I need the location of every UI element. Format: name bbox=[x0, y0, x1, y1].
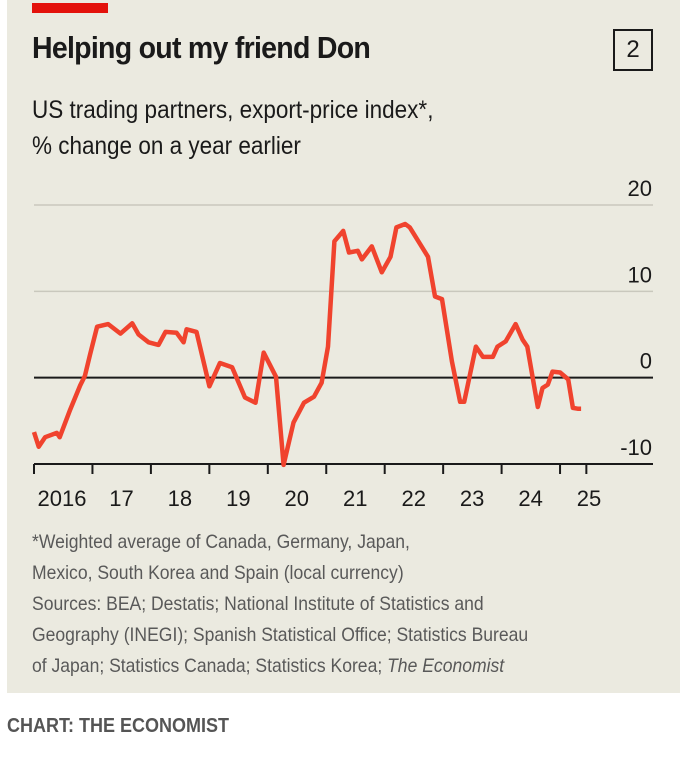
sources-economist: The Economist bbox=[387, 655, 505, 677]
x-tick-label: 22 bbox=[401, 486, 425, 511]
x-tick-label: 19 bbox=[226, 486, 250, 511]
chart-number-badge: 2 bbox=[613, 29, 653, 71]
x-tick-label: 2016 bbox=[38, 486, 87, 511]
x-tick-label: 25 bbox=[577, 486, 601, 511]
x-tick-label: 18 bbox=[168, 486, 192, 511]
line-chart: 20 10 0 -10 2016 17 18 19 20 21 22 23 24 25 bbox=[31, 176, 653, 511]
x-tick-label: 24 bbox=[518, 486, 542, 511]
x-tick-label: 23 bbox=[460, 486, 484, 511]
y-tick-label: 10 bbox=[628, 262, 652, 287]
y-tick-label: 20 bbox=[628, 176, 652, 201]
y-tick-labels: 20 10 0 -10 bbox=[620, 176, 652, 460]
y-tick-label: -10 bbox=[620, 435, 652, 460]
x-axis: 2016 17 18 19 20 21 22 23 24 25 bbox=[33, 463, 653, 511]
y-tick-label: 0 bbox=[640, 349, 652, 374]
chart-title: Helping out my friend Don bbox=[32, 30, 371, 65]
footnote-line-1: *Weighted average of Canada, Germany, Ja… bbox=[32, 531, 410, 553]
brand-red-tag bbox=[32, 3, 108, 13]
subtitle-line-2: % change on a year earlier bbox=[32, 132, 301, 160]
footnote-line-2: Mexico, South Korea and Spain (local cur… bbox=[32, 562, 404, 584]
sources-line-2: Geography (INEGI); Spanish Statistical O… bbox=[32, 624, 529, 646]
subtitle-line-1: US trading partners, export-price index*… bbox=[32, 96, 434, 124]
sources-line-3: of Japan; Statistics Canada; Statistics … bbox=[32, 651, 528, 682]
x-tick-label: 20 bbox=[285, 486, 309, 511]
series-line bbox=[31, 221, 582, 468]
x-tick-label: 17 bbox=[109, 486, 133, 511]
chart-panel bbox=[7, 0, 680, 693]
chart-credit: CHART: THE ECONOMIST bbox=[7, 715, 230, 737]
chart-subtitle: US trading partners, export-price index*… bbox=[32, 92, 433, 164]
sources-line-1: Sources: BEA; Destatis; National Institu… bbox=[32, 593, 484, 615]
footnotes: *Weighted average of Canada, Germany, Ja… bbox=[32, 527, 528, 682]
series-layer bbox=[31, 221, 582, 468]
x-tick-label: 21 bbox=[343, 486, 367, 511]
sources-line-3-text: of Japan; Statistics Canada; Statistics … bbox=[32, 655, 388, 677]
